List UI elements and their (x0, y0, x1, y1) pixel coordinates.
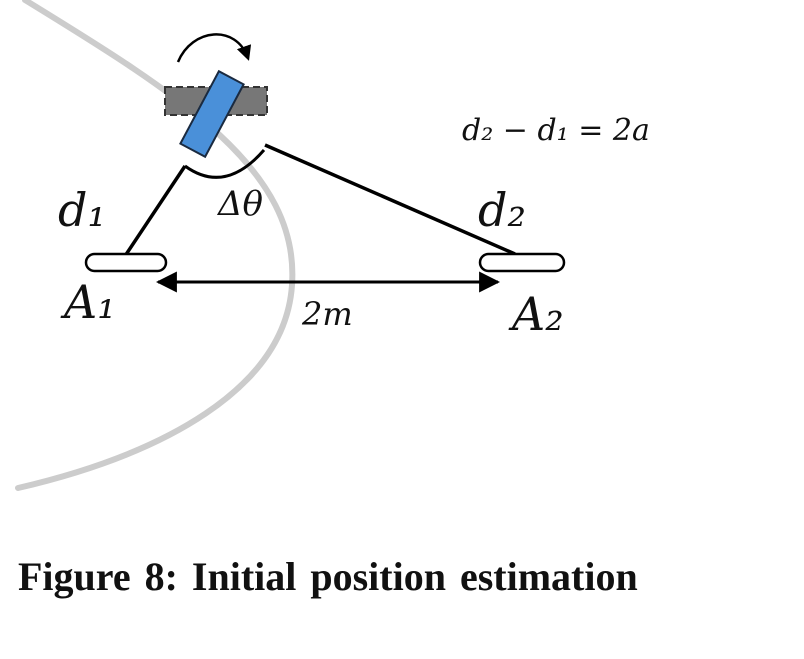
antenna-label-a2: A₂ (508, 287, 564, 341)
figure-caption: Figure 8: Initial position estimation (18, 554, 638, 599)
antenna-a1 (84, 252, 168, 273)
rotation-arrow (176, 33, 252, 63)
distance-label-d2: d₂ (478, 183, 526, 237)
distance-line-d2 (264, 143, 516, 256)
antenna-label-a1: A₁ (60, 275, 116, 329)
angle-label: Δθ (216, 184, 263, 224)
diagram-canvas: d₂ − d₁ = 2a Δθ d₁ d₂ A₁ A₂ 2m (15, 0, 650, 491)
equation-label: d₂ − d₁ = 2a (462, 113, 650, 148)
tag-rectangle (179, 69, 245, 159)
distance-label-d1: d₁ (58, 183, 106, 237)
antenna-a2 (478, 252, 566, 273)
baseline-label: 2m (301, 295, 353, 333)
hyperbola-curve (15, 0, 296, 491)
angle-arc (184, 149, 266, 179)
distance-line-d1 (123, 165, 187, 257)
